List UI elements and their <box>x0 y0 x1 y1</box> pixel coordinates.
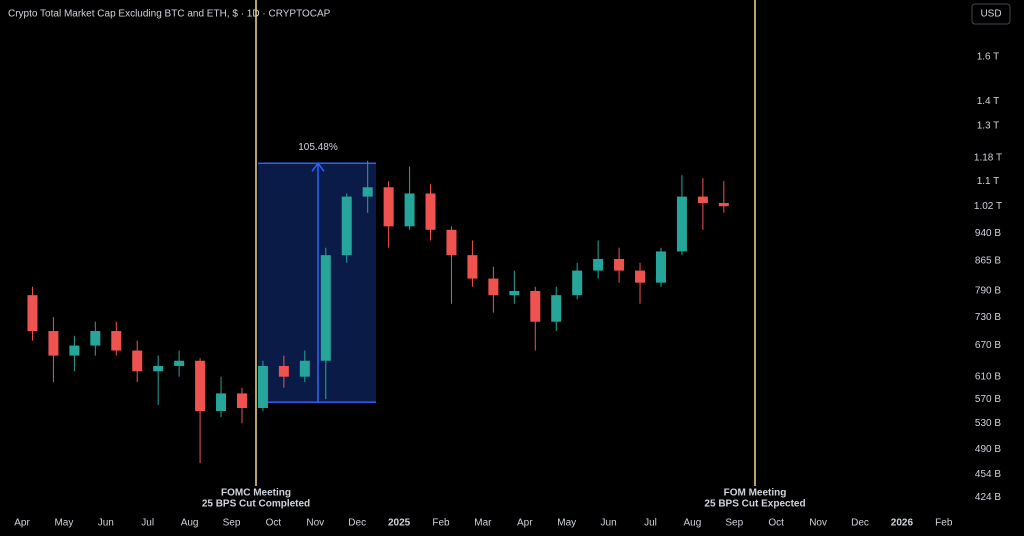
candle-body <box>676 196 687 252</box>
candle-body <box>593 258 604 271</box>
x-tick-label: Aug <box>181 518 199 529</box>
y-tick-label: 670 B <box>975 340 1001 351</box>
candle-body <box>718 202 729 207</box>
y-tick-label: 1.4 T <box>977 96 1000 107</box>
candle-body <box>236 393 247 408</box>
x-tick-label: Jul <box>141 518 154 529</box>
x-tick-label: Apr <box>517 518 533 529</box>
y-tick-label: 940 B <box>975 228 1001 239</box>
candle-body <box>153 365 164 372</box>
x-tick-label: Apr <box>14 518 30 529</box>
candle-body <box>257 365 268 408</box>
chart-title: Crypto Total Market Cap Excluding BTC an… <box>8 9 331 20</box>
candle-body <box>404 193 415 227</box>
candle-body <box>655 251 666 283</box>
y-tick-label: 790 B <box>975 286 1001 297</box>
y-tick-label: 1.3 T <box>977 120 1000 131</box>
x-tick-label: Sep <box>223 518 241 529</box>
x-tick-label: Oct <box>266 518 282 529</box>
candle-body <box>174 360 185 366</box>
event-label: 25 BPS Cut Expected <box>704 499 805 510</box>
x-tick-label: Feb <box>935 518 953 529</box>
currency-label[interactable]: USD <box>980 9 1001 20</box>
candle-body <box>48 331 59 356</box>
candle-body <box>362 187 373 197</box>
candle-body <box>111 331 122 351</box>
y-tick-label: 424 B <box>975 492 1001 503</box>
x-tick-label: Feb <box>432 518 450 529</box>
y-tick-label: 610 B <box>975 371 1001 382</box>
x-tick-label: 2026 <box>891 518 914 529</box>
y-tick-label: 454 B <box>975 469 1001 480</box>
candle-body <box>341 196 352 256</box>
event-label: FOMC Meeting <box>221 488 291 499</box>
y-tick-label: 865 B <box>975 256 1001 267</box>
x-tick-label: Jul <box>644 518 657 529</box>
x-tick-label: Nov <box>306 518 324 529</box>
candle-body <box>425 193 436 230</box>
candle-body <box>299 360 310 377</box>
x-tick-label: Jun <box>601 518 617 529</box>
x-tick-label: May <box>557 518 576 529</box>
event-label: FOM Meeting <box>724 488 787 499</box>
y-tick-label: 1.6 T <box>977 52 1000 63</box>
candle-body <box>488 278 499 296</box>
x-tick-label: Sep <box>725 518 743 529</box>
x-tick-label: May <box>54 518 73 529</box>
candle-body <box>509 290 520 296</box>
candle-body <box>614 258 625 271</box>
currency-button[interactable] <box>971 3 1011 25</box>
candle-body <box>530 290 541 322</box>
candle-body <box>69 345 80 356</box>
y-tick-label: 490 B <box>975 444 1001 455</box>
y-tick-label: 730 B <box>975 312 1001 323</box>
x-tick-label: Jun <box>98 518 114 529</box>
y-tick-label: 1.18 T <box>974 153 1002 164</box>
candle-body <box>697 196 708 203</box>
measure-arrowhead <box>311 162 325 172</box>
y-tick-label: 1.02 T <box>974 201 1002 212</box>
y-tick-label: 1.1 T <box>977 176 1000 187</box>
x-tick-label: 2025 <box>388 518 411 529</box>
candle-body <box>90 331 101 346</box>
event-label: 25 BPS Cut Completed <box>202 499 310 510</box>
measure-label: 105.48% <box>298 142 338 153</box>
x-tick-label: Mar <box>474 518 492 529</box>
candle-body <box>551 295 562 322</box>
candle-body <box>278 365 289 377</box>
candle-body <box>195 360 206 411</box>
candle-body <box>27 295 38 332</box>
candle-body <box>216 393 227 411</box>
y-tick-label: 530 B <box>975 418 1001 429</box>
candle-body <box>132 350 143 372</box>
candle-body <box>320 255 331 361</box>
candle-body <box>572 270 583 296</box>
y-tick-label: 570 B <box>975 394 1001 405</box>
x-tick-label: Aug <box>684 518 702 529</box>
x-tick-label: Dec <box>348 518 366 529</box>
x-tick-label: Oct <box>768 518 784 529</box>
candle-body <box>467 255 478 279</box>
measure-box <box>258 163 376 403</box>
x-tick-label: Nov <box>809 518 827 529</box>
candle-body <box>635 270 646 283</box>
candle-body <box>383 187 394 227</box>
x-tick-label: Dec <box>851 518 869 529</box>
candle-body <box>446 229 457 256</box>
